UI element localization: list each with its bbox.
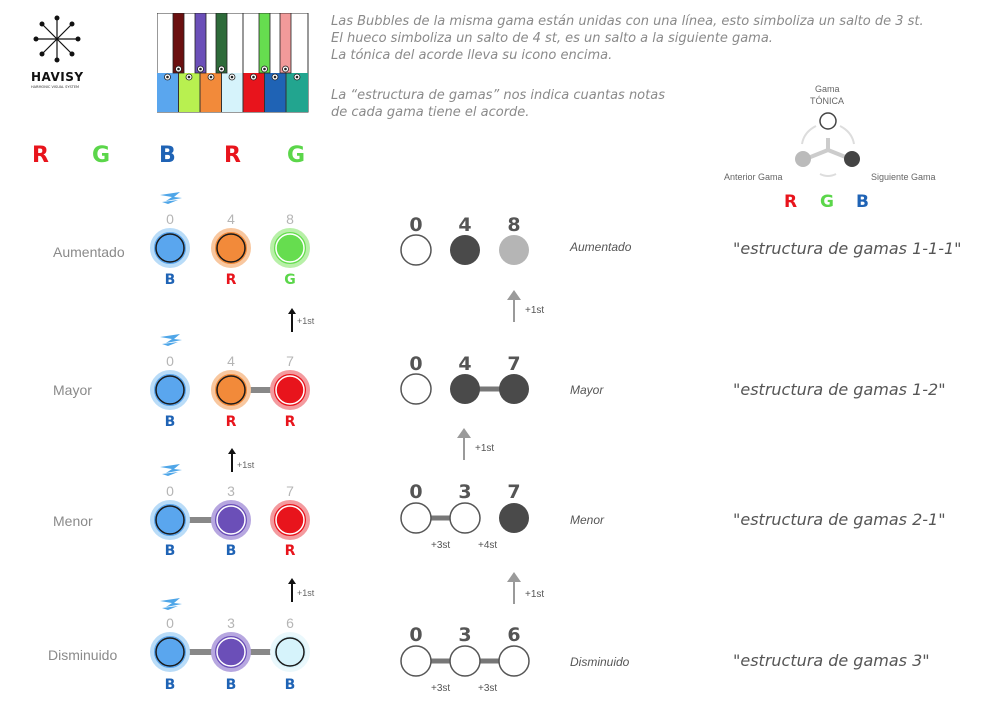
r-label-disminuido: Disminuido <box>570 655 630 669</box>
l-num-2-0: 0 <box>166 353 174 369</box>
keyboard-diagram <box>157 13 309 113</box>
arrow-up-icon <box>288 578 296 602</box>
l-gama-4-1: B <box>225 677 237 693</box>
row-label-mayor: Mayor <box>53 382 92 398</box>
logo-text: HAVISY <box>31 70 84 84</box>
l-num-2-1: 4 <box>227 353 235 369</box>
l-num-4-2: 6 <box>286 615 294 631</box>
rgb-letter-5: G <box>287 143 306 168</box>
step-dism-2: +3st <box>478 683 498 694</box>
r-num-3-1: 3 <box>458 481 472 503</box>
l-gama-2-1: R <box>225 414 237 430</box>
r-num-4-1: 3 <box>458 624 472 646</box>
r-num-2-0: 0 <box>409 353 423 375</box>
arrow-up-icon <box>507 572 521 604</box>
r-arrow-label-1: +1st <box>525 305 545 316</box>
gama-tonica-label-1: Gama <box>815 84 840 94</box>
l-gama-3-2: R <box>284 543 296 559</box>
r-arrow-label-2: +1st <box>475 443 495 454</box>
l-gama-1-0: B <box>164 272 176 288</box>
structure-aumentado: "estructura de gamas 1-1-1" <box>733 239 962 258</box>
left-bubbles <box>150 192 310 672</box>
structure-disminuido: "estructura de gamas 3" <box>733 651 930 670</box>
l-num-3-0: 0 <box>166 483 174 499</box>
arrow-up-icon <box>288 308 296 332</box>
r-label-mayor: Mayor <box>570 383 604 397</box>
gama-tonica-label-2: TÓNICA <box>810 96 845 106</box>
r-num-4-0: 0 <box>409 624 423 646</box>
arrow-up-icon <box>507 290 521 322</box>
r-num-1-0: 0 <box>409 214 423 236</box>
step-dism-1: +3st <box>431 683 451 694</box>
arrow-up-icon <box>457 428 471 460</box>
l-gama-1-2: G <box>284 272 296 288</box>
gama-letter-r: R <box>784 192 798 212</box>
rgb-letter-4: R <box>224 143 241 168</box>
gama-letter-b: B <box>856 192 869 212</box>
r-num-2-1: 4 <box>458 353 472 375</box>
row-label-menor: Menor <box>53 513 93 529</box>
rgb-letter-1: R <box>32 143 49 168</box>
r-num-4-2: 6 <box>507 624 521 646</box>
l-num-3-1: 3 <box>227 483 235 499</box>
note-line-2: El hueco simboliza un salto de 4 st, es … <box>331 31 773 46</box>
note-line-3: La tónica del acorde lleva su icono enci… <box>331 48 613 63</box>
r-num-3-0: 0 <box>409 481 423 503</box>
l-gama-3-1: B <box>225 543 237 559</box>
logo-subtitle: HARMONIC VISUAL SYSTEM <box>31 85 80 89</box>
r-num-1-2: 8 <box>507 214 521 236</box>
r-num-3-2: 7 <box>507 481 521 503</box>
row-label-disminuido: Disminuido <box>48 647 118 663</box>
step-menor-2: +4st <box>478 540 498 551</box>
l-gama-2-0: B <box>164 414 176 430</box>
r-num-2-2: 7 <box>507 353 521 375</box>
l-gama-1-1: R <box>225 272 237 288</box>
l-gama-4-2: B <box>284 677 296 693</box>
note-line-1: Las Bubbles de la misma gama están unida… <box>331 14 924 29</box>
l-gama-4-0: B <box>164 677 176 693</box>
note-line-4: La “estructura de gamas” nos indica cuan… <box>331 88 665 103</box>
l-num-2-2: 7 <box>286 353 294 369</box>
l-gama-2-2: R <box>284 414 296 430</box>
l-arrow-label-2: +1st <box>237 460 255 470</box>
l-gama-3-0: B <box>164 543 176 559</box>
l-arrow-label-1: +1st <box>297 316 315 326</box>
r-label-menor: Menor <box>570 513 605 527</box>
l-arrow-label-3: +1st <box>297 588 315 598</box>
row-label-aumentado: Aumentado <box>53 244 125 260</box>
r-label-aumentado: Aumentado <box>570 240 632 254</box>
l-num-3-2: 7 <box>286 483 294 499</box>
gama-siguiente-label: Siguiente Gama <box>871 172 936 182</box>
gama-cycle-diagram <box>795 112 860 177</box>
l-num-1-2: 8 <box>286 211 294 227</box>
rgb-letter-3: B <box>159 143 176 168</box>
l-num-4-0: 0 <box>166 615 174 631</box>
gama-anterior-label: Anterior Gama <box>724 172 783 182</box>
step-menor-1: +3st <box>431 540 451 551</box>
logo: HAVISY HARMONIC VISUAL SYSTEM <box>25 14 95 94</box>
r-num-1-1: 4 <box>458 214 472 236</box>
gama-letter-g: G <box>820 192 834 212</box>
structure-menor: "estructura de gamas 2-1" <box>733 510 946 529</box>
arrow-up-icon <box>228 448 236 472</box>
rgb-letter-2: G <box>92 143 111 168</box>
l-num-1-0: 0 <box>166 211 174 227</box>
right-bubbles <box>400 234 530 677</box>
structure-mayor: "estructura de gamas 1-2" <box>733 380 946 399</box>
l-num-1-1: 4 <box>227 211 235 227</box>
r-arrow-label-3: +1st <box>525 589 545 600</box>
l-num-4-1: 3 <box>227 615 235 631</box>
logo-star-icon <box>33 15 81 63</box>
note-line-5: de cada gama tiene el acorde. <box>331 105 530 120</box>
